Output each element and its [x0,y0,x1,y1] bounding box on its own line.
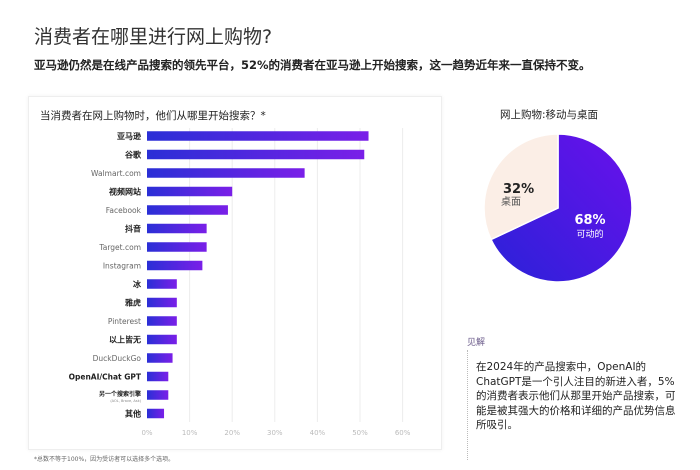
pie-slice-label: 桌面 [501,195,521,208]
category-label: Pinterest [108,317,141,326]
x-tick-label: 60% [395,429,411,437]
category-label: 冰 [133,279,142,289]
category-label: OpenAI/Chat GPT [69,373,142,382]
category-label: Facebook [106,206,142,215]
bar [147,260,203,271]
bar [147,149,365,160]
x-tick-label: 20% [224,429,240,437]
category-label: Walmart.com [91,169,141,178]
insight-label: 见解 [467,338,486,348]
category-label: Target.com [98,243,141,252]
bar [147,168,305,178]
pie-value-label: 68% [574,213,605,228]
bar [147,297,177,308]
bar-chart-card [28,96,442,450]
pie-chart-title: 网上购物:移动与桌面 [500,109,599,121]
category-label: 亚马逊 [117,131,141,141]
x-tick-label: 50% [352,429,368,437]
insight-box [467,350,682,460]
category-label: 雅虎 [125,298,141,308]
bar [147,223,207,234]
x-tick-label: 30% [267,429,283,437]
category-label: 另一个搜索引擎 [99,390,141,398]
category-label: 谷歌 [124,150,142,160]
bar [147,390,169,400]
bar [147,205,228,215]
category-label: Instagram [103,262,141,271]
pie-slice [490,133,633,283]
bar [147,279,177,289]
page-title: 消费者在哪里进行网上购物? [34,26,273,48]
category-label: 其他 [125,409,141,419]
bar [147,316,177,326]
bar [147,242,207,252]
category-label: 视频网站 [109,187,141,197]
x-tick-label: 40% [310,429,326,437]
bar [147,353,173,363]
x-tick-label: 10% [182,429,198,437]
page-subtitle: 亚马逊仍然是在线产品搜索的领先平台，52%的消费者在亚马逊上开始搜索，这一趋势近… [34,58,591,72]
bar [147,334,177,345]
category-label: DuckDuckGo [93,354,142,363]
insight-text: 在2024年的产品搜索中，OpenAI的ChatGPT是一个引人注目的新进入者，… [476,361,676,431]
category-label: 以上皆无 [109,335,141,345]
x-tick-label: 0% [141,429,152,437]
category-label: 抖音 [125,224,141,234]
footnote: *总数不等于100%，因为受访者可以选择多个选项。 [34,456,175,463]
bar [147,131,369,141]
bar [147,186,233,197]
pie-slice-label: 可动的 [576,228,603,240]
pie-slice [483,133,559,241]
category-note: (AOL, Brave, Ask) [110,399,141,403]
bar [147,371,169,382]
bar [147,408,165,419]
bar-chart-title: 当消费者在网上购物时，他们从哪里开始搜索？* [40,110,266,122]
pie-value-label: 32% [503,182,534,197]
